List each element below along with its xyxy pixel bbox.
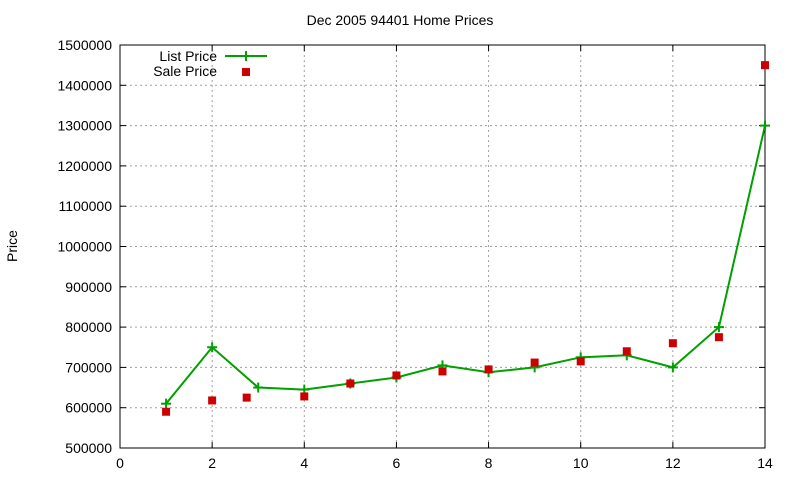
sale-price-point — [576, 357, 585, 366]
sale-price-point — [761, 61, 769, 70]
sale-price-point — [208, 396, 217, 405]
y-tick-label: 1500000 — [57, 37, 112, 53]
y-tick-label: 1100000 — [59, 198, 113, 214]
y-tick-label: 600000 — [65, 400, 112, 416]
list-price-point — [760, 120, 770, 131]
x-tick-label: 6 — [393, 455, 401, 471]
legend-swatch-sale-price — [242, 68, 250, 76]
y-tick-label: 1300000 — [57, 118, 112, 134]
series-layer — [161, 61, 770, 416]
x-tick-label: 4 — [300, 455, 308, 471]
sale-price-point — [668, 339, 677, 348]
y-tick-label: 500000 — [65, 440, 112, 456]
sale-price-point — [300, 392, 309, 401]
sale-price-point — [392, 371, 401, 380]
list-price-line — [165, 125, 766, 405]
axes: 0 2 4 6 8 10 12 14 500000 600000 700000 800000 90000… — [57, 37, 773, 471]
grid — [120, 45, 765, 448]
list-price-point — [253, 382, 264, 393]
list-price-point — [667, 362, 678, 373]
x-tick-label: 14 — [757, 455, 773, 471]
list-price-point — [207, 342, 218, 353]
sale-price-point — [622, 347, 631, 356]
legend-label-sale-price: Sale Price — [153, 63, 217, 79]
x-tick-label: 10 — [573, 455, 589, 471]
sale-price-point — [346, 379, 355, 388]
sale-price-point — [162, 407, 171, 416]
x-tick-label: 2 — [208, 455, 216, 471]
y-tick-label: 900000 — [65, 279, 112, 295]
y-tick-label: 700000 — [65, 359, 112, 375]
legend-label-list-price: List Price — [159, 48, 217, 64]
x-tick-label: 8 — [485, 455, 493, 471]
y-tick-label: 1000000 — [57, 239, 112, 255]
sale-price-point — [714, 333, 723, 342]
list-price-point — [713, 322, 724, 333]
y-tick-label: 1400000 — [57, 77, 112, 93]
list-price-point — [161, 398, 172, 409]
chart-title: Dec 2005 94401 Home Prices — [306, 12, 494, 28]
y-tick-label: 800000 — [65, 319, 112, 335]
sale-price-point — [242, 393, 251, 402]
y-tick-label: 1200000 — [57, 158, 112, 174]
x-tick-label: 0 — [116, 455, 124, 471]
sale-price-point — [530, 358, 539, 367]
sale-price-point — [484, 365, 493, 374]
sale-price-point — [438, 367, 447, 376]
x-tick-label: 12 — [665, 455, 681, 471]
